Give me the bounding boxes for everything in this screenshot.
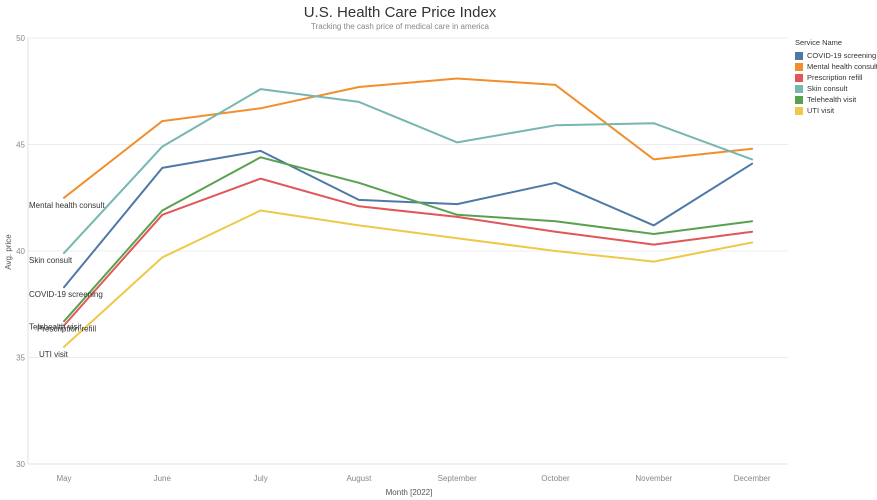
axes: 30 35 40 45 50 May June July August September Octo… bbox=[16, 34, 788, 483]
y-tick-label: 30 bbox=[16, 460, 25, 469]
legend-item[interactable]: Telehealth visit bbox=[795, 94, 875, 105]
legend-label: Telehealth visit bbox=[807, 95, 857, 104]
x-tick-label: October bbox=[541, 474, 570, 483]
gridlines bbox=[28, 37, 788, 465]
legend-swatch bbox=[795, 84, 803, 93]
x-tick-label: July bbox=[253, 474, 267, 483]
legend-item[interactable]: Prescription refill bbox=[795, 72, 875, 83]
series-end-label: Telehealth visit bbox=[29, 322, 82, 331]
series-line-covid-19-screening bbox=[63, 149, 754, 289]
series-line-telehealth-visit bbox=[63, 156, 754, 323]
legend-swatch bbox=[795, 73, 803, 82]
x-tick-label: May bbox=[56, 474, 71, 483]
x-tick-label: August bbox=[346, 474, 372, 483]
series-line-uti-visit bbox=[63, 209, 754, 348]
x-tick-label: November bbox=[635, 474, 672, 483]
legend: Service Name COVID-19 screening Mental he… bbox=[795, 38, 877, 116]
legend-item[interactable]: Skin consult bbox=[795, 83, 875, 94]
y-tick-label: 40 bbox=[16, 247, 25, 256]
legend-label: COVID-19 screening bbox=[807, 51, 877, 60]
series-lines bbox=[63, 77, 754, 348]
legend-label: Mental health consult bbox=[807, 62, 877, 71]
series-line-prescription-refill bbox=[63, 177, 754, 327]
legend-item[interactable]: COVID-19 screening bbox=[795, 50, 877, 61]
legend-label: UTI visit bbox=[807, 106, 835, 115]
series-end-label: Mental health consult bbox=[29, 201, 105, 210]
legend-item[interactable]: UTI visit bbox=[795, 105, 875, 116]
y-tick-label: 35 bbox=[16, 354, 25, 363]
x-tick-label: September bbox=[438, 474, 477, 483]
y-axis-title: Avg. price bbox=[4, 234, 13, 270]
series-end-label: UTI visit bbox=[39, 350, 69, 359]
x-axis-title: Month [2022] bbox=[386, 488, 433, 497]
y-tick-label: 50 bbox=[16, 34, 25, 43]
x-tick-label: December bbox=[734, 474, 771, 483]
legend-swatch bbox=[795, 106, 803, 115]
series-end-label: COVID-19 screening bbox=[29, 290, 103, 299]
series-line-skin-consult bbox=[63, 88, 754, 255]
legend-swatch bbox=[795, 51, 803, 60]
legend-swatch bbox=[795, 62, 803, 71]
legend-swatch bbox=[795, 95, 803, 104]
legend-title: Service Name bbox=[795, 38, 843, 47]
legend-item[interactable]: Mental health consult bbox=[795, 61, 877, 72]
chart-title: U.S. Health Care Price Index bbox=[303, 4, 497, 21]
x-tick-label: June bbox=[154, 474, 172, 483]
legend-label: Prescription refill bbox=[807, 73, 863, 82]
series-end-labels: Mental health consult Skin consult COVID-1… bbox=[29, 201, 105, 359]
y-tick-label: 45 bbox=[16, 141, 25, 150]
chart-subtitle: Tracking the cash price of medical care … bbox=[311, 22, 489, 31]
series-end-label: Skin consult bbox=[29, 256, 73, 265]
series-end-label: Prescription refill bbox=[37, 325, 96, 334]
legend-label: Skin consult bbox=[807, 84, 848, 93]
series-line-mental-health-consult bbox=[63, 77, 754, 199]
